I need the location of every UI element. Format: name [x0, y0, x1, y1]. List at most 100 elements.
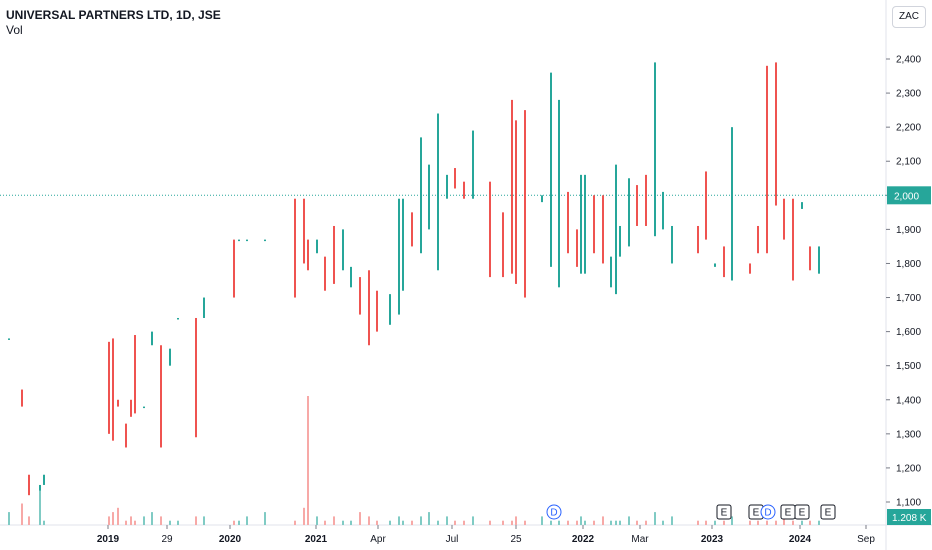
price-bar — [489, 181, 491, 278]
volume-bar — [420, 516, 422, 525]
volume-bar — [671, 516, 673, 525]
volume-bar — [238, 520, 240, 525]
x-tick-label: Sep — [857, 534, 875, 545]
x-tick-label: Jul — [446, 534, 459, 545]
price-bar — [576, 229, 578, 267]
x-tick-label: 2019 — [97, 534, 120, 545]
volume-bar — [203, 516, 205, 525]
volume-bar — [428, 512, 430, 525]
price-bar — [437, 113, 439, 271]
y-tick-label: 1,700 — [896, 293, 921, 304]
price-bar — [697, 225, 699, 254]
volume-bar — [160, 516, 162, 525]
price-bar — [294, 198, 296, 298]
price-bar — [541, 195, 543, 203]
dividend-badge-label: D — [764, 508, 771, 519]
price-bar — [628, 178, 630, 247]
chart-header: UNIVERSAL PARTNERS LTD, 1D, JSE — [6, 8, 221, 22]
volume-bar — [524, 520, 526, 525]
currency-button[interactable]: ZAC — [892, 6, 926, 28]
volume-bar — [264, 512, 266, 525]
volume-bar — [567, 520, 569, 525]
volume-bar — [43, 520, 45, 525]
price-bar — [749, 263, 751, 274]
dividend-badge — [760, 504, 776, 520]
price-bar — [558, 99, 560, 288]
volume-bar — [766, 520, 768, 525]
volume-bar — [169, 520, 171, 525]
volume-bar — [125, 520, 127, 525]
price-bar — [636, 185, 638, 226]
volume-bar — [757, 520, 759, 525]
price-bar — [420, 137, 422, 254]
volume-bar — [195, 516, 197, 525]
volume-bar — [502, 520, 504, 525]
volume-bar — [619, 520, 621, 525]
earnings-badge-label: E — [753, 508, 760, 519]
volume-bar — [818, 520, 820, 525]
volume-bar — [303, 507, 305, 525]
x-tick-label: 25 — [510, 534, 522, 545]
price-bar — [169, 348, 171, 366]
price-bar — [584, 174, 586, 274]
y-tick-label: 1,100 — [896, 498, 921, 509]
y-tick-label: 1,600 — [896, 327, 921, 338]
volume-bar — [350, 520, 352, 525]
earnings-badge — [716, 504, 732, 520]
volume-bar — [472, 516, 474, 525]
price-bar — [567, 191, 569, 254]
price-bar — [134, 335, 136, 414]
price-bar — [108, 341, 110, 434]
price-bar — [160, 345, 162, 448]
volume-bar — [177, 520, 179, 525]
volume-bar — [775, 520, 777, 525]
price-bar — [619, 225, 621, 257]
price-bar — [143, 406, 145, 409]
volume-bar — [714, 520, 716, 525]
volume-bar — [654, 512, 656, 525]
volume-bar — [723, 520, 725, 525]
price-bar — [593, 195, 595, 254]
volume-bar — [8, 512, 10, 525]
earnings-badge-label: E — [721, 508, 728, 519]
volume-bar — [636, 520, 638, 525]
price-bar — [112, 338, 114, 441]
price-bar — [195, 317, 197, 438]
price-bar — [177, 317, 179, 320]
y-tick-label: 2,400 — [896, 55, 921, 66]
price-bar — [307, 239, 309, 271]
price-bar — [524, 110, 526, 298]
volume-bar — [550, 520, 552, 525]
price-bar — [662, 191, 664, 230]
price-bar — [264, 239, 266, 242]
volume-bar — [143, 516, 145, 525]
price-bar — [39, 484, 41, 496]
y-tick-label: 2,300 — [896, 89, 921, 100]
price-bar — [463, 181, 465, 199]
price-bar — [472, 130, 474, 199]
y-tick-label: 2,100 — [896, 157, 921, 168]
price-bar — [117, 399, 119, 407]
last-price-tag — [887, 186, 931, 205]
price-bar — [316, 239, 318, 254]
volume-legend-label: Vol — [6, 23, 23, 37]
price-bar — [818, 246, 820, 274]
symbol-line: UNIVERSAL PARTNERS LTD, 1D, JSE — [6, 8, 221, 22]
price-bar — [233, 239, 235, 298]
price-bar — [402, 198, 404, 291]
volume-tag — [887, 509, 931, 525]
volume-bar — [584, 520, 586, 525]
price-bar — [801, 202, 803, 209]
volume-bar — [515, 516, 517, 525]
price-bar — [21, 389, 23, 407]
price-bar — [766, 65, 768, 254]
y-tick-label: 1,400 — [896, 395, 921, 406]
price-bar — [602, 195, 604, 264]
volume-bar — [359, 512, 361, 525]
x-tick-label: 29 — [161, 534, 173, 545]
price-bar — [376, 290, 378, 332]
volume-bar — [580, 516, 582, 525]
price-bar — [714, 263, 716, 267]
